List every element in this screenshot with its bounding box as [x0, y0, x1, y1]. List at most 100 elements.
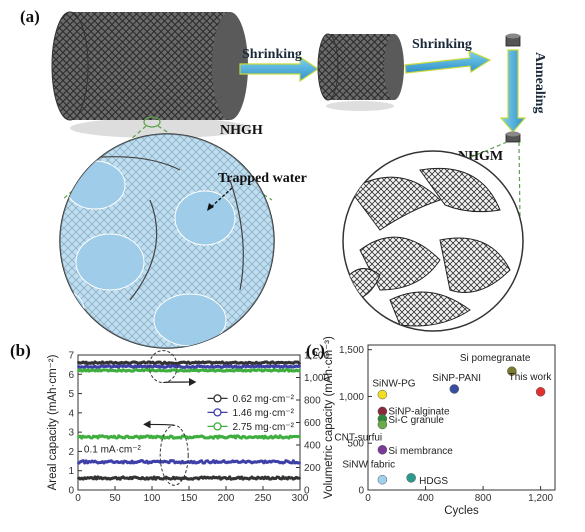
scatter-point — [377, 445, 388, 455]
capacity-point — [297, 461, 301, 465]
point-label: SiNP-PANI — [432, 373, 481, 384]
x-tick-label-c: 0 — [365, 493, 371, 504]
annealing-label: Annealing — [532, 52, 547, 113]
scatter-point — [377, 419, 388, 430]
series-ce-1 — [77, 364, 301, 369]
x-tick-label-b: 100 — [144, 493, 161, 504]
scatter-point — [377, 389, 388, 400]
y-tick-label-c: 0 — [358, 486, 364, 497]
y-tick-label-b: 7 — [68, 351, 74, 362]
point-label: Si pomegranate — [460, 353, 531, 364]
y-tick-label-b: 3 — [68, 428, 74, 439]
y2-tick-label-b: 1,200 — [304, 351, 329, 362]
capacity-arrow — [148, 423, 175, 426]
x-tick-label-b: 50 — [109, 493, 121, 504]
y2-tick-label-b: 600 — [304, 418, 321, 429]
shrinking-label-1: Shrinking — [242, 47, 302, 62]
y2-tick-label-b: 200 — [304, 463, 321, 474]
ce-group-marker — [148, 350, 178, 384]
point-label: SiNP-alginate — [388, 406, 450, 417]
y-tick-label-b: 2 — [68, 447, 74, 458]
series-capacity-2 — [77, 434, 301, 440]
capacity-point — [297, 476, 301, 480]
y-axis-title-b: Areal capacity (mAh·cm⁻²) — [47, 354, 59, 490]
panel-c: (c) 0 400 800 1,200 0 500 1,000 1,500 Cycles Volu… — [306, 336, 556, 517]
x-axis-title-c: Cycles — [444, 505, 479, 517]
y-axis-title-c: Volumetric capacity (mAh·cm⁻³) — [323, 336, 335, 499]
plot-frame-c — [367, 344, 556, 491]
x-tick-label-b: 0 — [75, 493, 81, 504]
graphene-magnified-view — [342, 150, 524, 332]
capacity-point — [297, 434, 301, 439]
panel-c-label: (c) — [306, 341, 325, 360]
ce-point — [297, 361, 301, 365]
nhgm-disc — [505, 131, 521, 143]
hydrogel-magnified-view — [59, 133, 275, 349]
y-tick-label-b: 4 — [68, 408, 74, 419]
ce-point — [297, 364, 301, 368]
x-tick-label-c: 800 — [475, 493, 492, 504]
scatter-point — [535, 387, 546, 397]
x-tick-label-b: 250 — [255, 493, 272, 504]
point-label: SiNW-PG — [372, 379, 415, 390]
volumetric-capacity-chart: 0 400 800 1,200 0 500 1,000 1,500 Cycles Volumetr… — [323, 336, 556, 517]
areal-capacity-chart: 0 50 100 150 200 250 3000123456702004006008001… — [47, 350, 329, 504]
series-ce-0 — [77, 360, 301, 366]
y-tick-label-c: 500 — [347, 439, 364, 450]
y-tick-label-b: 0 — [68, 486, 74, 497]
scatter-point — [507, 366, 517, 376]
nhgh-label: NHGH — [220, 123, 263, 138]
legend-marker — [213, 394, 222, 403]
y2-tick-label-b: 0 — [304, 486, 310, 497]
series-capacity-1 — [77, 459, 301, 465]
shrinking-label-2: Shrinking — [412, 37, 472, 52]
legend-marker — [213, 408, 222, 417]
trapped-water-pointer-head — [207, 203, 214, 211]
x-tick-label-b: 200 — [218, 493, 235, 504]
scatter-point — [377, 474, 388, 485]
panel-a: (a) NHGH Shrinking Shrinking — [20, 7, 547, 349]
point-label: SiNW fabric — [342, 460, 395, 471]
point-label: This work — [509, 372, 553, 383]
y-tick-label-b: 5 — [68, 389, 74, 400]
ce-arrow — [162, 381, 193, 384]
legend-marker — [213, 422, 222, 431]
shrink-arrow-2 — [404, 50, 492, 74]
shrink-arrow-1 — [239, 55, 320, 83]
panel-a-label: (a) — [20, 7, 40, 26]
ce-point — [297, 368, 301, 373]
y-tick-label-b: 6 — [68, 370, 74, 381]
panel-b-label: (b) — [10, 341, 31, 360]
y-tick-label-b: 1 — [68, 466, 74, 477]
series-ce-2 — [77, 368, 301, 373]
legend-entry: 0.62 mg·cm⁻² — [233, 394, 295, 405]
tiny-disc-top — [505, 33, 521, 47]
x-tick-label-c: 400 — [417, 493, 434, 504]
scatter-point — [406, 473, 416, 483]
scatter-point — [449, 384, 460, 394]
capacity-arrow-head — [143, 420, 151, 429]
x-tick-label-b: 150 — [181, 493, 198, 504]
x-tick-label-c: 1,200 — [528, 493, 553, 504]
x-tick-label-b: 300 — [292, 493, 309, 504]
y-tick-label-c: 1,000 — [339, 392, 364, 403]
series-capacity-0 — [77, 475, 301, 481]
y2-tick-label-b: 400 — [304, 441, 321, 452]
y-tick-label-c: 1,500 — [339, 345, 364, 356]
point-label: HDGS — [419, 476, 448, 487]
point-label: Si membrance — [388, 446, 453, 457]
current-density-label: 0.1 mA·cm⁻² — [84, 444, 142, 455]
shrunk-cylinder — [317, 33, 404, 111]
legend-entry: 2.75 mg·cm⁻² — [233, 422, 295, 433]
ce-arrow-head — [189, 378, 197, 386]
trapped-water-label: Trapped water — [218, 171, 307, 186]
legend-entry: 1.46 mg·cm⁻² — [233, 408, 295, 419]
point-label: CNT-surfui — [334, 433, 382, 444]
y2-tick-label-b: 800 — [304, 396, 321, 407]
point-label: Si-C granule — [388, 415, 444, 426]
annealing-arrow — [499, 49, 527, 133]
panel-b: (b) 0 50 100 150 200 250 300012345670200400600… — [10, 341, 329, 504]
nhgh-cylinder — [51, 11, 250, 138]
y2-tick-label-b: 1,000 — [304, 373, 329, 384]
